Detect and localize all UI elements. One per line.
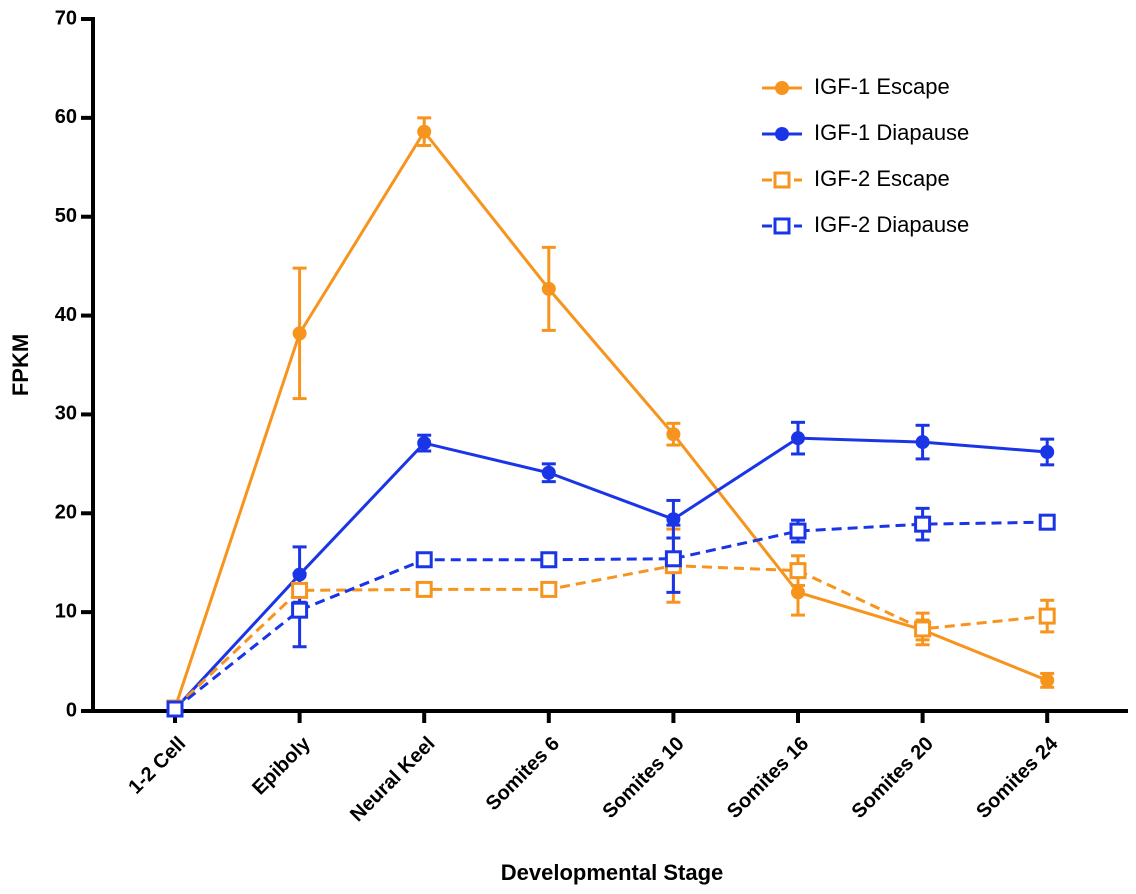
data-point [914,620,932,638]
x-tick-label: Somites 6 [482,733,564,815]
data-point [291,601,309,619]
x-tick-label: Somites 16 [723,733,813,823]
y-tick-label: 60 [55,106,77,128]
x-tick-label: 1-2 Cell [124,733,190,799]
data-point [292,326,307,341]
y-tick-label: 70 [55,7,77,29]
data-point [291,581,309,599]
legend-label: IGF-2 Escape [814,166,950,191]
data-point [789,562,807,580]
data-point [1038,607,1056,625]
data-point [417,436,432,451]
data-point [415,580,433,598]
data-point [1038,513,1056,531]
x-tick-label: Epiboly [248,732,315,799]
legend-label: IGF-1 Diapause [814,120,969,145]
data-point [791,585,805,600]
data-point [540,551,558,569]
data-point [541,281,556,296]
data-point [415,551,433,569]
data-point [292,567,307,582]
y-axis-label: FPKM [8,334,33,396]
legend-marker [775,81,789,95]
series-line [174,520,1048,711]
y-tick-label: 40 [55,304,77,326]
y-tick-label: 20 [55,502,77,524]
x-tick-label: Neural Keel [346,733,439,826]
data-point [914,515,932,533]
series-line [173,129,1048,709]
x-axis-label: Developmental Stage [501,860,724,885]
legend-marker [773,171,791,189]
data-point [789,522,807,540]
data-point [666,512,681,527]
data-point [1040,444,1055,459]
data-point [1040,673,1055,688]
data-point [166,700,184,718]
data-point [666,427,681,442]
x-tick-label: Somites 20 [848,733,938,823]
y-tick-label: 30 [55,403,77,425]
data-point [664,550,682,568]
data-point [541,465,556,480]
x-tick-label: Somites 10 [598,733,688,823]
legend-marker [775,127,789,141]
legend-label: IGF-2 Diapause [814,212,969,237]
legend-marker [773,217,791,235]
data-point [915,435,930,450]
y-tick-label: 0 [66,699,77,721]
data-point [791,431,805,446]
data-point [540,580,558,598]
y-tick-label: 50 [55,205,77,227]
series-line [173,564,1048,710]
x-tick-label: Somites 24 [972,732,1063,823]
series-line [173,436,1048,711]
y-tick-label: 10 [55,600,77,622]
legend-label: IGF-1 Escape [814,74,950,99]
data-point [417,124,432,139]
